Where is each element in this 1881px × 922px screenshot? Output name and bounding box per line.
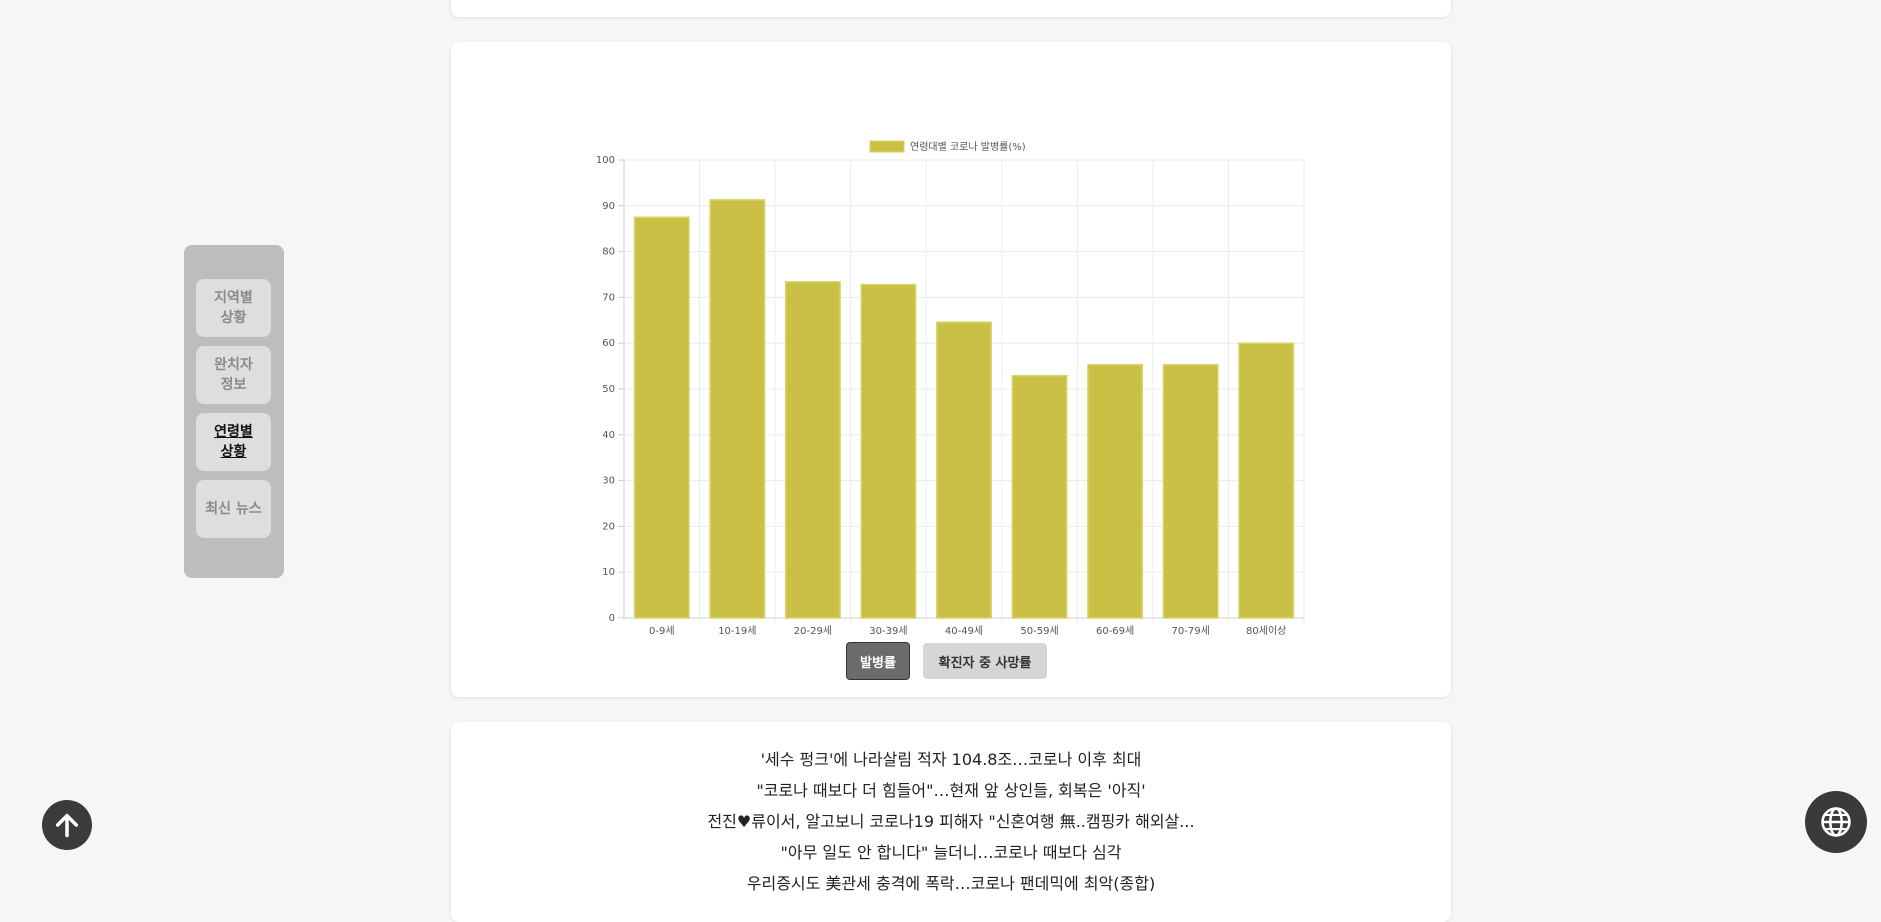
globe-icon [1821,807,1851,837]
x-tick-label: 60-69세 [1096,625,1134,637]
bar [1162,363,1219,619]
age-bar-chart: 0 10 20 30 40 50 60 70 80 90 100 0-9세 10-19세 20-29세 30… [596,140,1305,637]
news-item[interactable]: "코로나 때보다 더 힘들어"…현재 앞 상인들, 회복은 '아직' [756,781,1146,800]
x-tick-label: 0-9세 [649,625,675,637]
legend-label: 연령대별 코로나 발병률(%) [910,141,1026,153]
y-tick-label: 40 [602,430,615,441]
y-tick-label: 60 [602,338,615,349]
nav-item-recovered-info[interactable]: 완치자 정보 [196,346,271,404]
x-tick-label: 10-19세 [718,625,756,637]
bar [936,321,992,619]
y-tick-label: 100 [596,155,615,166]
x-tick-label: 20-29세 [794,625,832,637]
bar [1238,342,1295,619]
nav-item-region-status[interactable]: 지역별 상황 [196,279,271,337]
news-item[interactable]: "아무 일도 안 합니다" 늘더니…코로나 때보다 심각 [780,843,1122,862]
bar [1087,363,1144,619]
y-tick-label: 0 [609,613,615,624]
y-tick-label: 70 [602,292,615,303]
fatality-rate-button[interactable]: 확진자 중 사망률 [923,643,1047,679]
scroll-top-button[interactable] [42,800,92,850]
nav-item-age-status[interactable]: 연령별 상황 [196,413,271,471]
y-tick-label: 30 [602,476,615,487]
news-item[interactable]: 우리증시도 美관세 충격에 폭락…코로나 팬데믹에 최악(종합) [746,874,1156,893]
x-tick-label: 50-59세 [1020,625,1058,637]
bar [860,283,917,619]
previous-section-card [451,0,1451,17]
x-tick-label: 70-79세 [1172,625,1210,637]
y-tick-label: 10 [602,567,615,578]
age-chart-card: 0 10 20 30 40 50 60 70 80 90 100 0-9세 10-19세 20-29세 30… [451,42,1451,697]
news-item[interactable]: 전진♥류이서, 알고보니 코로나19 피해자 "신혼여행 無..캠핑카 해외살.… [707,812,1195,831]
y-tick-label: 80 [602,247,615,258]
bar [633,216,690,619]
x-tick-label: 40-49세 [945,625,983,637]
arrow-up-icon [55,813,79,838]
news-item[interactable]: '세수 펑크'에 나라살림 적자 104.8조…코로나 이후 최대 [760,750,1142,769]
y-tick-label: 90 [602,201,615,212]
incidence-rate-button[interactable]: 발병률 [846,642,910,680]
y-tick-label: 20 [602,521,615,532]
language-button[interactable] [1805,791,1867,853]
news-card: '세수 펑크'에 나라살림 적자 104.8조…코로나 이후 최대 "코로나 때… [451,722,1451,922]
legend-swatch [869,140,905,153]
x-tick-label: 80세이상 [1246,625,1286,637]
section-nav: 지역별 상황 완치자 정보 연령별 상황 최신 뉴스 [184,245,284,578]
y-tick-label: 50 [602,384,615,395]
x-tick-label: 30-39세 [869,625,907,637]
bar [1011,374,1068,619]
bar [709,199,766,619]
nav-item-latest-news[interactable]: 최신 뉴스 [196,480,271,538]
bar [784,281,841,619]
